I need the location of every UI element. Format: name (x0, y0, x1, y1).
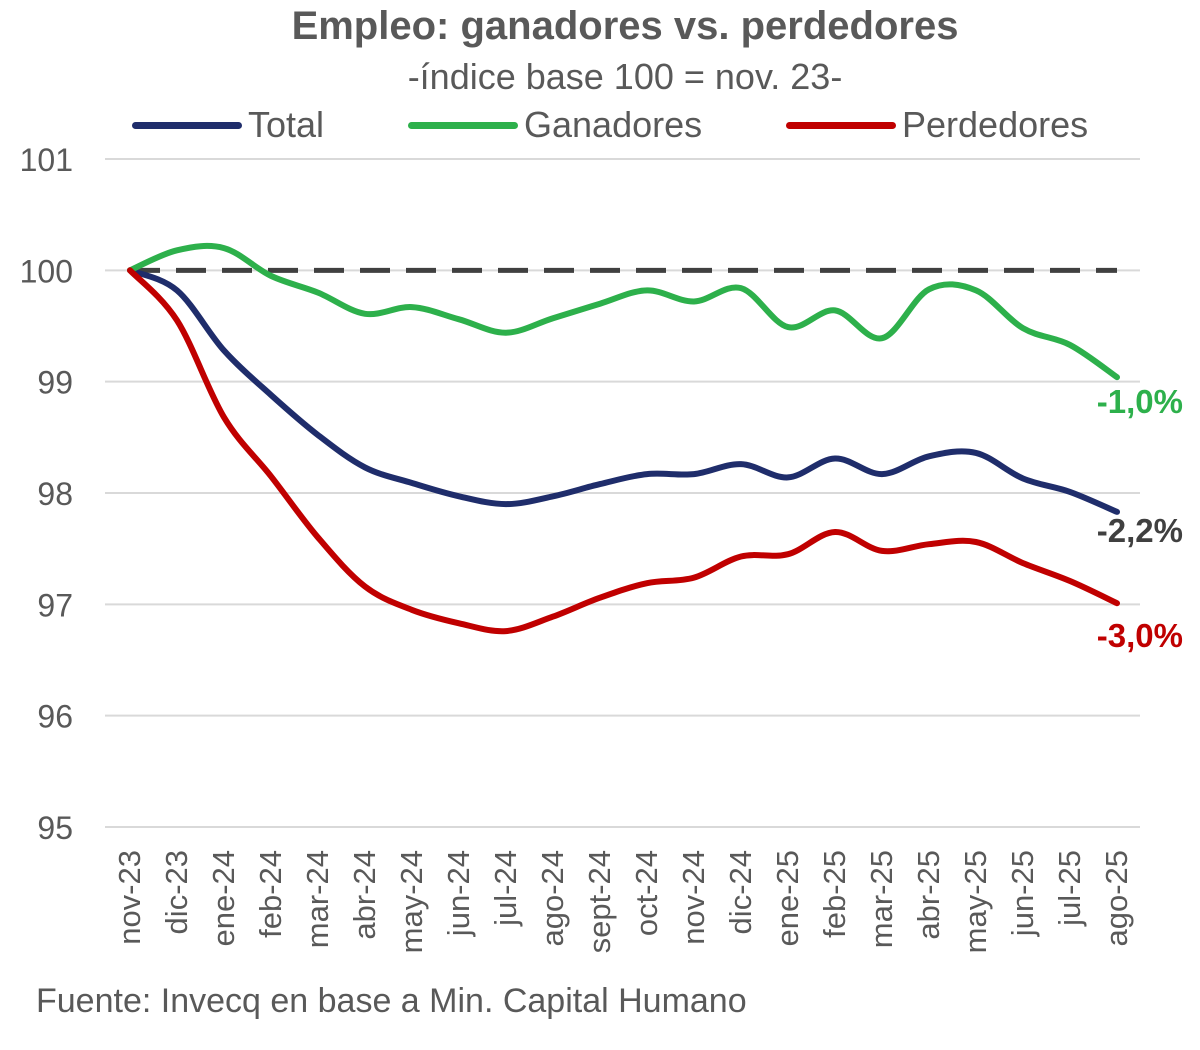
x-tick-label: may-25 (958, 850, 993, 953)
x-tick-label: jul-24 (488, 850, 523, 927)
x-tick-label: mar-24 (300, 850, 335, 948)
x-tick-label: dic-24 (723, 850, 758, 934)
series-line-ganadores (127, 242, 1120, 381)
legend-label-ganadores: Ganadores (524, 104, 703, 145)
legend-item-ganadores: Ganadores (408, 100, 702, 150)
legend-item-perdedores: Perdedores (786, 100, 1088, 150)
x-tick-label: abr-25 (911, 850, 946, 940)
x-tick-label: jul-25 (1052, 850, 1087, 927)
end-label-total: -2,2% (1097, 512, 1183, 549)
end-label-ganadores: -1,0% (1097, 383, 1183, 420)
x-tick-label: feb-25 (817, 850, 852, 938)
x-tick-label: abr-24 (347, 850, 382, 940)
y-tick-label: 99 (37, 365, 73, 401)
legend-swatch-ganadores (408, 121, 518, 129)
x-tick-label: jun-25 (1005, 850, 1040, 937)
y-tick-label: 100 (20, 253, 73, 289)
legend-label-perdedores: Perdedores (902, 104, 1089, 145)
legend: Total Ganadores Perdedores (0, 100, 1200, 150)
y-tick-label: 95 (37, 810, 73, 846)
source-note: Fuente: Invecq en base a Min. Capital Hu… (36, 982, 747, 1020)
x-tick-label: ene-25 (770, 850, 805, 947)
x-tick-label: ene-24 (206, 850, 241, 947)
x-tick-label: jun-24 (441, 850, 476, 937)
chart-title: Empleo: ganadores vs. perdedores (291, 4, 959, 48)
x-tick-label: sept-24 (582, 850, 617, 953)
x-tick-label: nov-23 (112, 850, 147, 945)
x-tick-label: may-24 (394, 850, 429, 953)
y-tick-label: 101 (20, 142, 73, 178)
series-line-perdedores (127, 267, 1120, 635)
x-tick-label: ago-25 (1099, 850, 1134, 947)
x-tick-label: mar-25 (864, 850, 899, 948)
legend-label-total: Total (248, 104, 325, 145)
x-tick-label: feb-24 (253, 850, 288, 938)
x-tick-label: dic-23 (159, 850, 194, 934)
chart-subtitle: -índice base 100 = nov. 23- (407, 56, 843, 97)
legend-swatch-perdedores (786, 121, 896, 129)
x-tick-label: nov-24 (676, 850, 711, 945)
y-tick-label: 96 (37, 699, 73, 735)
legend-swatch-total (132, 121, 242, 129)
y-tick-label: 98 (37, 476, 73, 512)
end-label-perdedores: -3,0% (1097, 617, 1183, 654)
x-tick-label: ago-24 (535, 850, 570, 947)
legend-item-total: Total (132, 100, 324, 150)
y-tick-label: 97 (37, 587, 73, 623)
x-tick-label: oct-24 (629, 850, 664, 936)
series-line-total (127, 267, 1120, 515)
